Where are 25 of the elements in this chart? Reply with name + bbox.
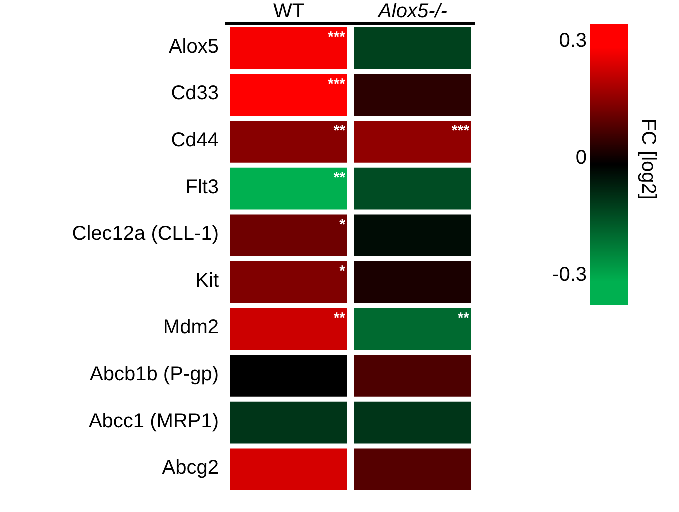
y-tick-label: Abcc1 (MRP1) — [88, 410, 219, 432]
y-tick-label: Abcb1b (P-gp) — [90, 364, 219, 386]
y-tick-label: Flt3 — [186, 176, 219, 198]
data-label: ** — [334, 122, 346, 140]
color-bar-label: 0.3 — [559, 30, 587, 52]
data-label: * — [340, 216, 346, 234]
y-tick-label: Cd33 — [171, 82, 219, 105]
y-tick-label: Kit — [196, 270, 220, 292]
data-label: ** — [334, 310, 346, 327]
y-tick-label: Cd44 — [171, 130, 219, 152]
data-label: *** — [452, 122, 470, 140]
y-tick-label: Mdm2 — [163, 316, 219, 339]
color-bar-label: -0.3 — [552, 264, 587, 286]
color-bar-label: 0 — [576, 146, 587, 169]
x-tick-label: WT — [273, 0, 305, 23]
data-label: * — [340, 263, 346, 280]
y-tick-label: Abcg2 — [162, 457, 219, 480]
x-tick-label: Alox5-/- — [378, 0, 448, 23]
data-label: *** — [328, 76, 346, 93]
data-label: ** — [458, 310, 470, 327]
data-label: *** — [328, 29, 346, 46]
y-tick-label: Clec12a (CLL-1) — [72, 223, 219, 246]
data-label: ** — [334, 170, 346, 187]
y-tick-label: Alox5 — [168, 36, 219, 58]
color-bar-title: FC [log2] — [637, 118, 660, 200]
